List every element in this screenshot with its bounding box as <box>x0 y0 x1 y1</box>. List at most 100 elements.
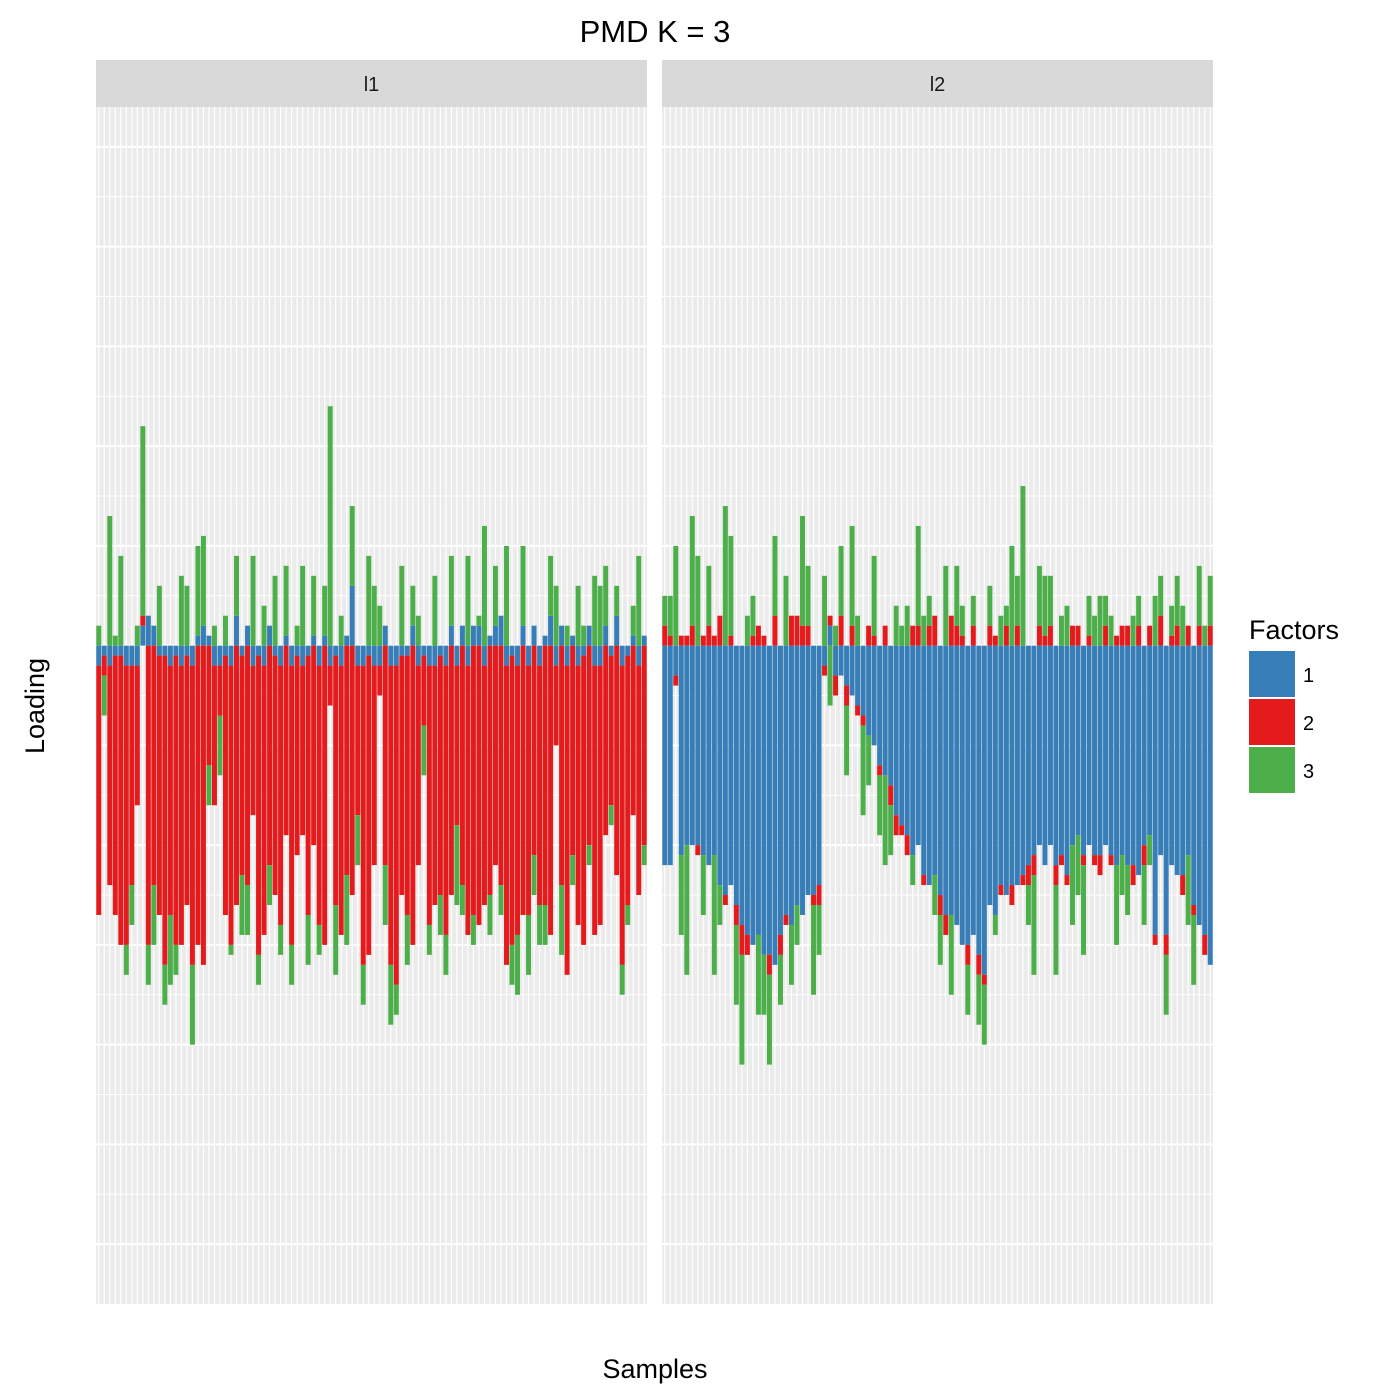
bar-segment-factor-3 <box>162 964 168 1005</box>
bar-segment-factor-2 <box>1158 615 1164 646</box>
bar-segment-factor-2 <box>1169 635 1175 646</box>
bar-segment-factor-2 <box>1036 625 1042 646</box>
bar-segment-factor-1 <box>272 645 278 656</box>
bar-segment-factor-1 <box>515 645 520 666</box>
bar-segment-factor-3 <box>992 914 998 935</box>
bar-segment-factor-3 <box>256 954 262 985</box>
bar-segment-factor-2 <box>437 655 443 896</box>
bar-segment-factor-3 <box>228 944 234 955</box>
bar-segment-factor-1 <box>162 645 168 656</box>
bar-segment-factor-3 <box>700 855 706 915</box>
bar-segment-factor-2 <box>608 655 614 806</box>
bar-segment-factor-2 <box>245 645 251 886</box>
bar-segment-factor-2 <box>134 665 140 806</box>
bar-segment-factor-2 <box>123 665 129 945</box>
bar-segment-factor-1 <box>700 645 706 856</box>
bar-segment-factor-3 <box>1031 875 1037 975</box>
bar-segment-factor-1 <box>581 645 587 656</box>
bar-segment-factor-3 <box>250 555 256 646</box>
bar-segment-factor-3 <box>509 944 515 985</box>
bar-segment-factor-3 <box>355 815 361 866</box>
bar-segment-factor-2 <box>173 655 179 945</box>
bar-segment-factor-2 <box>987 625 993 646</box>
bar-segment-factor-1 <box>388 645 394 666</box>
bar-segment-factor-2 <box>860 715 866 726</box>
bar-segment-factor-2 <box>816 885 822 905</box>
bar-segment-factor-2 <box>855 705 861 716</box>
bar-segment-factor-2 <box>706 625 712 646</box>
bar-segment-factor-2 <box>1130 865 1136 886</box>
bar-segment-factor-1 <box>294 645 300 656</box>
bar-segment-factor-1 <box>1114 645 1120 866</box>
bar-segment-factor-2 <box>1114 635 1120 646</box>
bar-segment-factor-2 <box>833 675 839 696</box>
bar-segment-factor-1 <box>145 615 151 646</box>
bar-segment-factor-2 <box>118 655 124 945</box>
bar-segment-factor-3 <box>1036 565 1042 626</box>
bar-segment-factor-2 <box>432 665 438 905</box>
bar-segment-factor-1 <box>382 625 388 646</box>
bar-segment-factor-2 <box>877 765 883 776</box>
bar-segment-factor-1 <box>586 625 592 646</box>
bar-segment-factor-3 <box>96 625 102 646</box>
bar-segment-factor-1 <box>603 625 609 646</box>
bar-segment-factor-1 <box>173 645 179 656</box>
bar-segment-factor-1 <box>107 645 113 666</box>
bar-segment-factor-1 <box>1180 645 1186 876</box>
bar-segment-factor-2 <box>421 655 427 726</box>
bar-segment-factor-3 <box>998 615 1004 646</box>
bar-segment-factor-1 <box>1141 645 1147 846</box>
bar-segment-factor-2 <box>766 954 772 975</box>
bar-segment-factor-1 <box>366 645 372 656</box>
bar-segment-factor-3 <box>393 984 399 1015</box>
bar-segment-factor-2 <box>619 665 625 965</box>
bar-segment-factor-3 <box>399 565 405 646</box>
bar-segment-factor-3 <box>855 615 861 646</box>
bar-segment-factor-1 <box>1174 645 1180 876</box>
bar-segment-factor-3 <box>404 914 410 965</box>
bar-segment-factor-2 <box>283 645 289 836</box>
bar-segment-factor-3 <box>766 974 772 1065</box>
bar-segment-factor-1 <box>783 645 789 915</box>
bar-segment-factor-1 <box>1036 645 1042 846</box>
bar-segment-factor-2 <box>189 665 195 965</box>
bar-segment-factor-3 <box>553 585 559 646</box>
bar-segment-factor-3 <box>877 775 883 836</box>
bar-segment-factor-1 <box>816 645 822 886</box>
bar-segment-factor-3 <box>559 885 565 955</box>
bar-segment-factor-2 <box>1191 905 1197 915</box>
bar-segment-factor-2 <box>256 655 262 955</box>
bar-segment-factor-2 <box>614 645 620 876</box>
bar-segment-factor-1 <box>844 645 850 686</box>
bar-segment-factor-3 <box>625 905 631 925</box>
bar-segment-factor-2 <box>492 645 498 866</box>
bar-segment-factor-2 <box>728 635 734 646</box>
bar-segment-factor-1 <box>256 645 262 656</box>
strip-label-l1: l1 <box>364 74 380 96</box>
bar-segment-factor-1 <box>1130 645 1136 866</box>
bar-segment-factor-2 <box>1147 625 1153 646</box>
bar-segment-factor-2 <box>597 665 603 925</box>
bar-segment-factor-1 <box>195 635 201 646</box>
bar-segment-factor-2 <box>322 645 328 945</box>
bar-segment-factor-1 <box>860 645 866 716</box>
bar-segment-factor-3 <box>816 905 822 955</box>
bar-segment-factor-1 <box>454 645 460 666</box>
bar-segment-factor-3 <box>866 735 872 786</box>
bar-segment-factor-2 <box>739 924 745 955</box>
bar-segment-factor-3 <box>360 964 366 1005</box>
bar-segment-factor-3 <box>206 765 212 806</box>
bar-segment-factor-1 <box>360 645 366 666</box>
bar-segment-factor-2 <box>1020 875 1026 886</box>
bar-segment-factor-1 <box>316 645 322 666</box>
bar-segment-factor-1 <box>1014 645 1020 886</box>
bar-segment-factor-3 <box>311 575 317 636</box>
bar-segment-factor-2 <box>267 645 273 866</box>
bar-segment-factor-2 <box>239 655 245 876</box>
bar-segment-factor-2 <box>800 625 805 646</box>
bar-segment-factor-1 <box>575 645 581 666</box>
bar-segment-factor-2 <box>910 625 916 646</box>
bar-segment-factor-2 <box>470 645 476 915</box>
legend-key-1 <box>1249 651 1295 697</box>
bar-segment-factor-1 <box>805 645 811 896</box>
